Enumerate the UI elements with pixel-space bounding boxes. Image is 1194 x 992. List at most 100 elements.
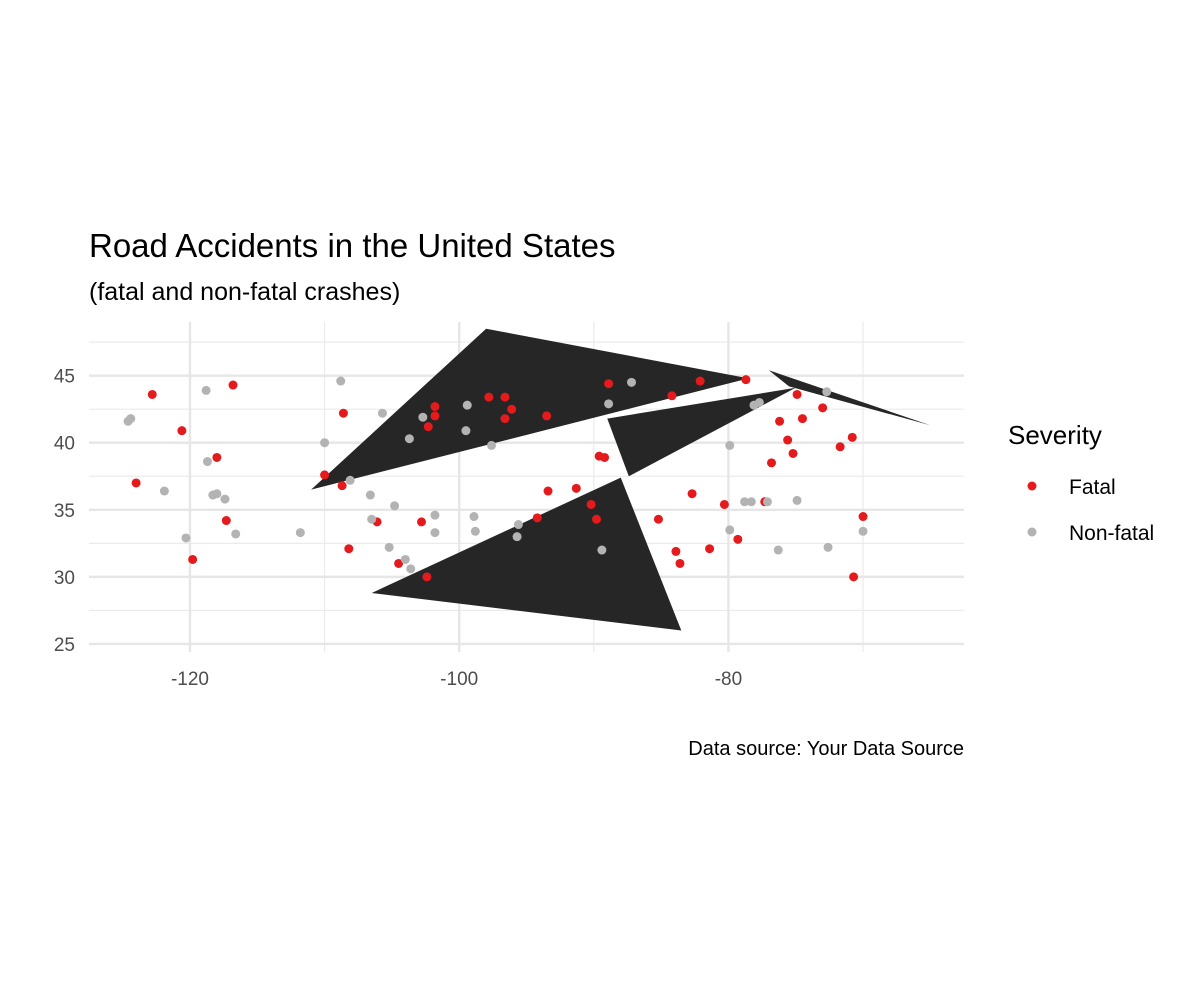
point-fatal bbox=[500, 392, 510, 402]
point-non-fatal bbox=[400, 554, 410, 564]
point-fatal bbox=[719, 499, 729, 509]
chart-subtitle: (fatal and non-fatal crashes) bbox=[89, 278, 400, 306]
point-non-fatal bbox=[406, 564, 416, 574]
point-non-fatal bbox=[469, 512, 479, 522]
point-fatal bbox=[741, 375, 751, 385]
point-fatal bbox=[147, 389, 157, 399]
data-points bbox=[123, 375, 868, 582]
point-non-fatal bbox=[462, 400, 472, 410]
background-polygon-0 bbox=[311, 328, 749, 490]
chart-title: Road Accidents in the United States bbox=[89, 227, 616, 264]
point-non-fatal bbox=[202, 457, 212, 467]
point-fatal bbox=[228, 380, 238, 390]
point-fatal bbox=[695, 376, 705, 386]
point-fatal bbox=[131, 478, 141, 488]
point-non-fatal bbox=[604, 399, 614, 409]
x-axis-ticks: -120 -100 -80 bbox=[171, 669, 742, 690]
point-non-fatal bbox=[762, 497, 772, 507]
point-non-fatal bbox=[159, 486, 169, 496]
point-non-fatal bbox=[627, 377, 636, 387]
point-fatal bbox=[484, 392, 494, 402]
legend: Severity Fatal Non-fatal bbox=[1008, 420, 1154, 545]
point-fatal bbox=[818, 403, 828, 413]
y-axis-ticks: 25 30 35 40 45 bbox=[54, 367, 75, 656]
y-tick-label: 30 bbox=[54, 568, 75, 589]
point-fatal bbox=[667, 391, 677, 401]
point-fatal bbox=[653, 514, 663, 524]
point-fatal bbox=[797, 414, 807, 424]
point-non-fatal bbox=[512, 532, 522, 542]
point-non-fatal bbox=[792, 495, 802, 505]
point-fatal bbox=[500, 414, 510, 424]
point-fatal bbox=[422, 572, 432, 582]
point-fatal bbox=[423, 422, 433, 432]
point-non-fatal bbox=[754, 397, 764, 407]
point-non-fatal bbox=[367, 514, 377, 524]
point-non-fatal bbox=[377, 408, 387, 418]
point-fatal bbox=[586, 499, 596, 509]
chart-caption: Data source: Your Data Source bbox=[688, 738, 964, 760]
point-non-fatal bbox=[470, 526, 480, 536]
point-fatal bbox=[775, 416, 785, 426]
point-non-fatal bbox=[430, 528, 440, 538]
point-non-fatal bbox=[404, 434, 414, 444]
point-non-fatal bbox=[220, 494, 230, 504]
background-polygon-1 bbox=[768, 370, 931, 426]
legend-title: Severity bbox=[1008, 420, 1102, 450]
point-non-fatal bbox=[384, 542, 394, 552]
point-fatal bbox=[671, 546, 681, 556]
y-tick-label: 45 bbox=[54, 367, 75, 388]
point-fatal bbox=[430, 402, 440, 412]
point-non-fatal bbox=[181, 533, 191, 543]
background-polygon-3 bbox=[607, 387, 796, 477]
point-non-fatal bbox=[345, 475, 355, 485]
point-non-fatal bbox=[212, 489, 222, 499]
point-fatal bbox=[849, 572, 859, 582]
point-non-fatal bbox=[822, 387, 832, 397]
y-tick-label: 25 bbox=[54, 635, 75, 656]
point-non-fatal bbox=[201, 385, 211, 395]
point-non-fatal bbox=[295, 528, 305, 538]
point-non-fatal bbox=[418, 412, 428, 422]
point-non-fatal bbox=[231, 529, 241, 539]
point-fatal bbox=[344, 544, 354, 554]
point-non-fatal bbox=[725, 525, 735, 535]
point-fatal bbox=[337, 481, 347, 491]
point-fatal bbox=[592, 514, 601, 524]
y-tick-label: 35 bbox=[54, 501, 75, 522]
point-fatal bbox=[675, 558, 685, 568]
point-fatal bbox=[188, 554, 198, 564]
point-non-fatal bbox=[430, 510, 440, 520]
point-non-fatal bbox=[126, 414, 136, 424]
point-non-fatal bbox=[823, 542, 833, 552]
point-non-fatal bbox=[461, 426, 471, 436]
point-non-fatal bbox=[365, 490, 375, 500]
point-non-fatal bbox=[487, 440, 496, 450]
y-tick-label: 40 bbox=[54, 434, 75, 455]
point-fatal bbox=[705, 544, 715, 554]
point-fatal bbox=[543, 486, 553, 496]
point-fatal bbox=[417, 517, 426, 527]
point-fatal bbox=[600, 452, 610, 462]
x-tick-label: -80 bbox=[715, 669, 742, 690]
background-polygons bbox=[311, 328, 931, 631]
legend-swatch-fatal bbox=[1027, 481, 1037, 491]
point-fatal bbox=[687, 489, 697, 499]
x-tick-label: -120 bbox=[171, 669, 209, 690]
plot-grid bbox=[89, 322, 964, 652]
point-fatal bbox=[604, 379, 614, 389]
point-fatal bbox=[733, 534, 743, 544]
point-non-fatal bbox=[513, 520, 523, 530]
point-non-fatal bbox=[773, 545, 783, 555]
legend-label-fatal: Fatal bbox=[1069, 476, 1116, 499]
point-non-fatal bbox=[336, 376, 346, 386]
point-fatal bbox=[507, 404, 517, 414]
point-fatal bbox=[767, 458, 776, 468]
point-fatal bbox=[212, 452, 222, 462]
point-fatal bbox=[221, 516, 231, 526]
point-fatal bbox=[858, 512, 868, 522]
point-fatal bbox=[847, 432, 857, 442]
point-fatal bbox=[792, 389, 802, 399]
point-non-fatal bbox=[320, 438, 330, 448]
